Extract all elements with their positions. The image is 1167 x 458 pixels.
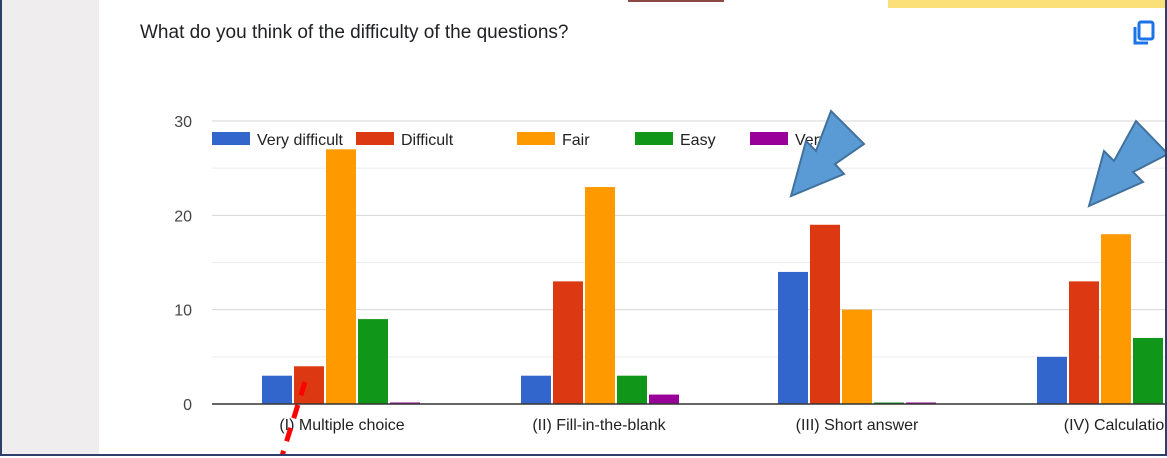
legend-label: Very <box>795 132 827 149</box>
bar <box>262 375 292 404</box>
y-tick-label: 10 <box>174 303 192 320</box>
x-tick-label: (I) Multiple choice <box>279 417 404 434</box>
legend-label: Fair <box>562 132 590 149</box>
x-axis: (I) Multiple choice (II) Fill-in-the-blan… <box>212 403 1165 434</box>
gridlines <box>212 120 1165 358</box>
bar <box>326 149 356 404</box>
legend-swatch <box>635 132 673 145</box>
left-margin <box>2 0 99 454</box>
bar <box>810 224 840 404</box>
bar <box>778 271 808 404</box>
bar <box>553 281 583 404</box>
copy-icon[interactable] <box>1130 18 1160 48</box>
top-highlight-bar <box>888 0 1165 8</box>
bar <box>521 375 551 404</box>
x-tick-label: (IV) Calculatio <box>1064 417 1165 434</box>
bars <box>262 149 1163 404</box>
x-tick-label: (III) Short answer <box>796 417 919 434</box>
bar <box>649 394 679 404</box>
bar <box>294 366 324 404</box>
bar <box>1037 356 1067 404</box>
x-tick-label: (II) Fill-in-the-blank <box>532 417 666 434</box>
legend-swatch <box>517 132 555 145</box>
legend-swatch <box>750 132 788 145</box>
bar <box>1101 234 1131 404</box>
bar <box>1069 281 1099 404</box>
legend-swatch <box>356 132 394 145</box>
bar <box>617 375 647 404</box>
legend-swatch <box>212 132 250 145</box>
bar <box>585 187 615 404</box>
y-tick-label: 20 <box>174 208 192 225</box>
bar <box>842 309 872 404</box>
legend: Very difficult Difficult Fair Easy Very <box>212 132 827 149</box>
y-tick-label: 30 <box>174 114 192 131</box>
y-axis: 0 10 20 30 <box>174 114 192 414</box>
legend-label: Easy <box>680 132 716 149</box>
question-title: What do you think of the difficulty of t… <box>140 22 569 43</box>
y-tick-label: 0 <box>183 397 192 414</box>
legend-label: Difficult <box>401 132 454 149</box>
bar <box>1133 337 1163 404</box>
top-tab-marker <box>628 0 724 2</box>
legend-label: Very difficult <box>257 132 344 149</box>
bar <box>358 319 388 404</box>
